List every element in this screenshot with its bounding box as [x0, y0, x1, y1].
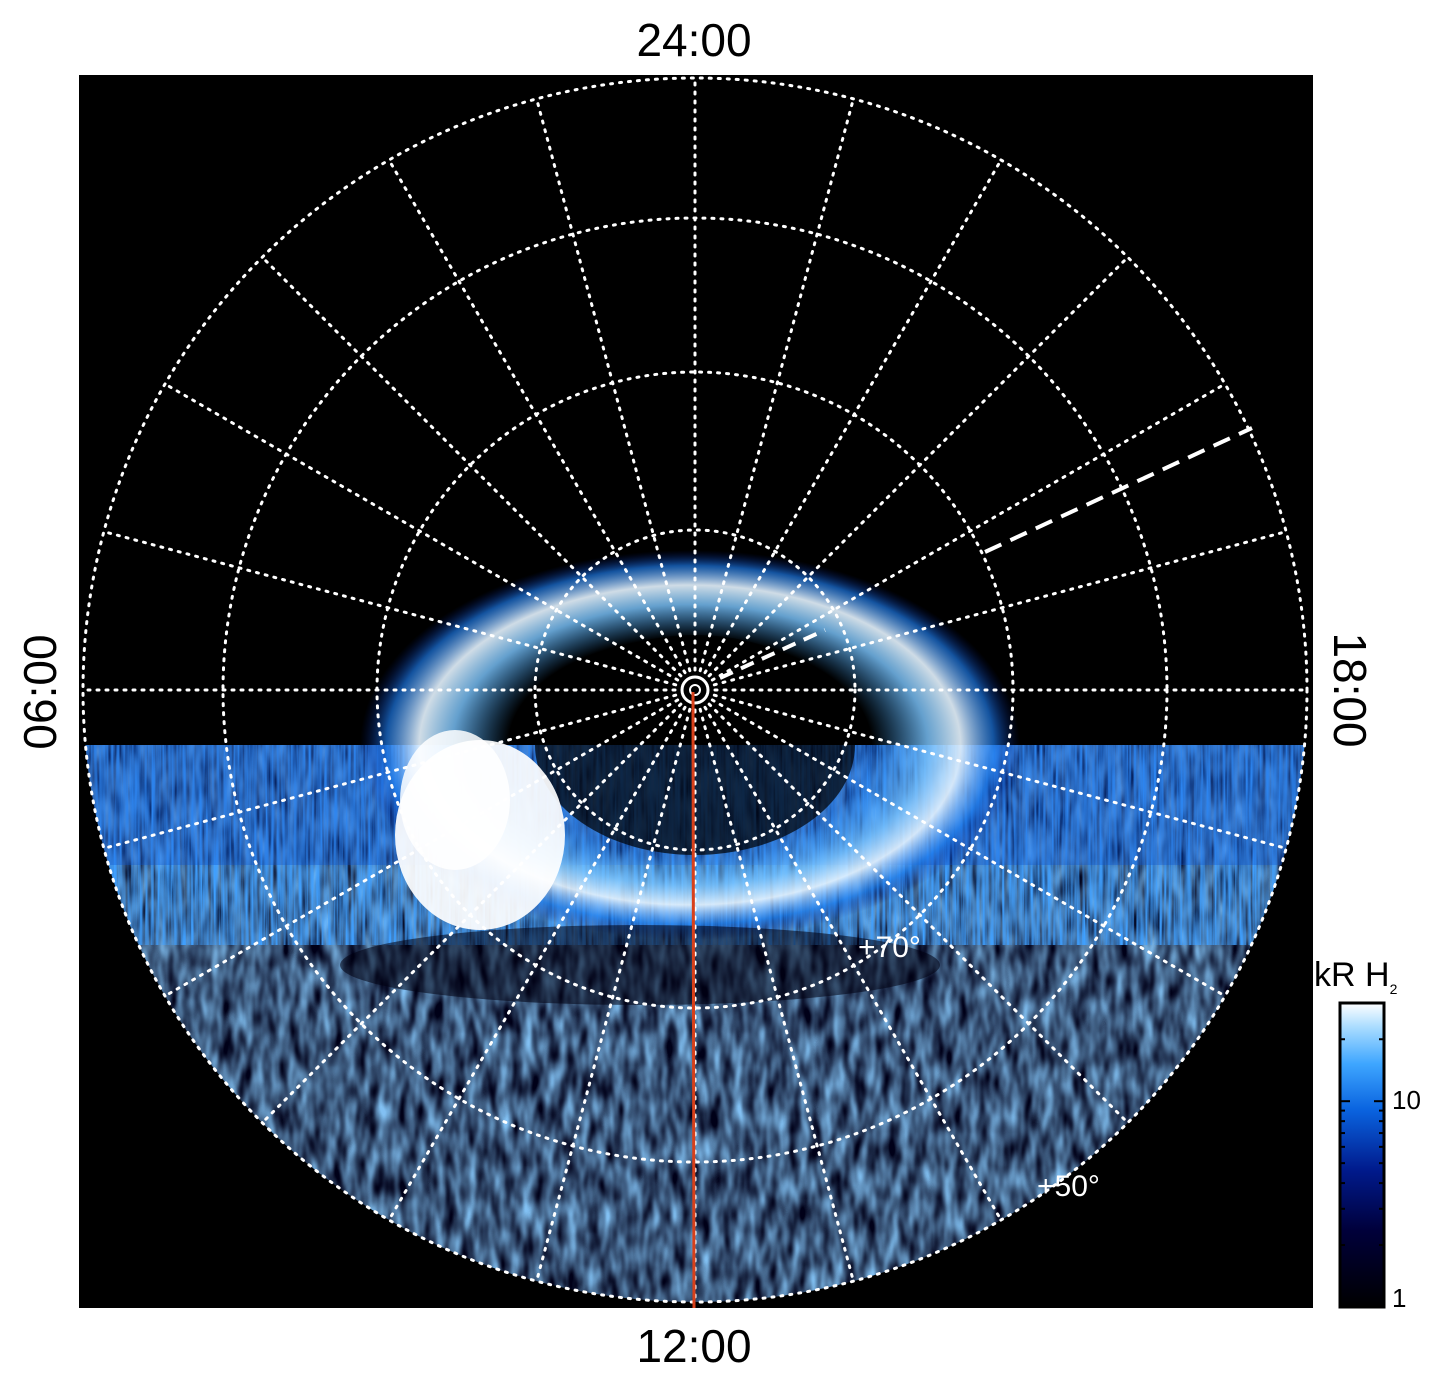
colorbar: kR H2 10 1	[1314, 956, 1421, 1313]
latitude-label-50: +50°	[1037, 1170, 1100, 1203]
colorbar-title: kR H2	[1314, 956, 1398, 997]
meridian-line	[698, 707, 855, 1283]
time-label-left: 06:00	[14, 634, 66, 749]
meridian-line	[260, 702, 683, 1125]
meridian-line	[698, 97, 855, 673]
meridian-line	[535, 97, 692, 673]
meridian-line	[387, 158, 687, 675]
meridian-line	[102, 693, 678, 850]
meridian-line	[712, 530, 1288, 687]
meridian-line	[163, 698, 680, 998]
pole-dot-icon	[689, 684, 701, 696]
time-label-top: 24:00	[636, 14, 751, 66]
latitude-circle	[81, 76, 1309, 1304]
meridian-line	[703, 158, 1003, 675]
meridian-line	[707, 255, 1130, 678]
meridian-line	[387, 705, 687, 1222]
colorbar-tick-label-1: 1	[1392, 1283, 1406, 1313]
colorbar-title-subscript: 2	[1390, 981, 1398, 997]
meridian-line	[535, 707, 692, 1283]
meridian-line	[707, 702, 1130, 1125]
latitude-circle	[533, 528, 857, 852]
colorbar-gradient	[1338, 1001, 1386, 1309]
colorbar-title-main: kR H	[1314, 956, 1390, 994]
pole-marker-icon	[680, 675, 710, 705]
reference-dashed-line	[719, 628, 826, 680]
colorbar-ticks	[1340, 1002, 1384, 1308]
meridian-line	[710, 382, 1227, 682]
meridian-line	[102, 530, 678, 687]
meridian-line	[703, 705, 1003, 1222]
meridian-line	[712, 693, 1288, 850]
reference-dashed-line	[984, 426, 1253, 554]
meridian-line	[163, 382, 680, 682]
time-label-right: 18:00	[1324, 632, 1376, 747]
meridian-line	[260, 255, 683, 678]
meridian-line	[710, 698, 1227, 998]
time-label-bottom: 12:00	[636, 1320, 751, 1372]
noon-meridian-line	[691, 691, 696, 1309]
latitude-label-70: +70°	[858, 931, 921, 964]
colorbar-tick-label-10: 10	[1392, 1085, 1421, 1115]
